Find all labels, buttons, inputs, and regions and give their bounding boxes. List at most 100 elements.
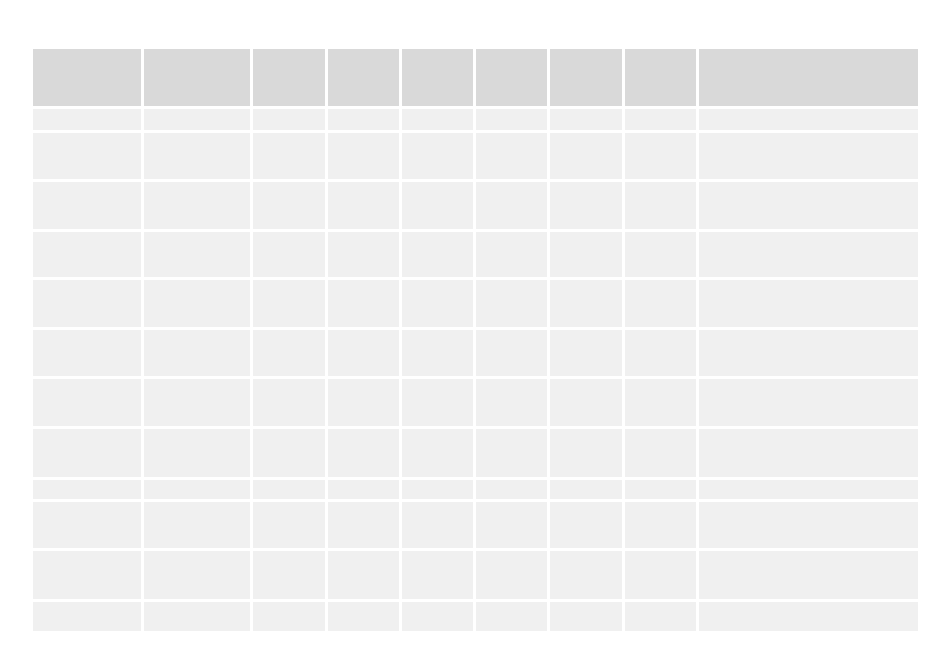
header-cell — [625, 49, 696, 106]
table-header — [33, 49, 918, 106]
header-cell — [476, 49, 547, 106]
table-cell — [33, 109, 141, 130]
table-cell — [699, 280, 918, 327]
table-cell — [328, 232, 399, 277]
table-cell — [550, 480, 622, 499]
table-cell — [402, 379, 473, 426]
table-row — [33, 133, 918, 179]
table-cell — [699, 182, 918, 229]
table-cell — [699, 480, 918, 499]
table-cell — [253, 330, 325, 376]
table-cell — [253, 480, 325, 499]
table-cell — [625, 602, 696, 631]
table-cell — [402, 330, 473, 376]
table-row — [33, 480, 918, 499]
table-cell — [476, 379, 547, 426]
table-row — [33, 502, 918, 548]
table-cell — [33, 502, 141, 548]
table-cell — [550, 232, 622, 277]
table-cell — [550, 330, 622, 376]
table-cell — [476, 280, 547, 327]
table-cell — [699, 330, 918, 376]
table-cell — [476, 551, 547, 599]
table-cell — [699, 551, 918, 599]
table-cell — [253, 109, 325, 130]
table-cell — [402, 109, 473, 130]
table-cell — [625, 182, 696, 229]
table-cell — [550, 280, 622, 327]
table-cell — [33, 551, 141, 599]
header-cell — [550, 49, 622, 106]
table-cell — [476, 109, 547, 130]
table-cell — [328, 379, 399, 426]
table-cell — [625, 232, 696, 277]
table-cell — [550, 133, 622, 179]
table-cell — [328, 551, 399, 599]
table-cell — [625, 280, 696, 327]
table-cell — [328, 182, 399, 229]
table-cell — [33, 330, 141, 376]
table-cell — [328, 502, 399, 548]
table-cell — [699, 109, 918, 130]
table-cell — [699, 133, 918, 179]
table-cell — [33, 182, 141, 229]
table-cell — [328, 330, 399, 376]
table-cell — [144, 280, 250, 327]
header-cell — [699, 49, 918, 106]
table-cell — [625, 379, 696, 426]
table-cell — [144, 602, 250, 631]
table-cell — [253, 502, 325, 548]
table-cell — [699, 232, 918, 277]
table-cell — [402, 480, 473, 499]
table-cell — [328, 109, 399, 130]
table-cell — [144, 109, 250, 130]
table-cell — [253, 280, 325, 327]
header-cell — [328, 49, 399, 106]
table-cell — [144, 429, 250, 477]
table-row — [33, 551, 918, 599]
header-cell — [33, 49, 141, 106]
table-row — [33, 182, 918, 229]
header-cell — [144, 49, 250, 106]
table-cell — [402, 232, 473, 277]
table-cell — [625, 133, 696, 179]
empty-data-table — [30, 46, 921, 634]
header-row — [33, 49, 918, 106]
table-row — [33, 429, 918, 477]
table-cell — [328, 429, 399, 477]
table-cell — [33, 133, 141, 179]
table-cell — [550, 602, 622, 631]
table-cell — [625, 480, 696, 499]
table-cell — [550, 551, 622, 599]
table-cell — [33, 602, 141, 631]
table-cell — [253, 551, 325, 599]
table-cell — [144, 232, 250, 277]
table-row — [33, 379, 918, 426]
table-row — [33, 109, 918, 130]
table-cell — [476, 330, 547, 376]
table-cell — [476, 429, 547, 477]
table-cell — [402, 551, 473, 599]
header-cell — [253, 49, 325, 106]
table-cell — [550, 502, 622, 548]
table-cell — [476, 232, 547, 277]
table-cell — [699, 502, 918, 548]
table-cell — [144, 330, 250, 376]
table-cell — [550, 182, 622, 229]
table-cell — [550, 429, 622, 477]
table-cell — [328, 280, 399, 327]
table-cell — [144, 551, 250, 599]
table-cell — [328, 133, 399, 179]
table-cell — [402, 502, 473, 548]
table-row — [33, 602, 918, 631]
table-cell — [144, 133, 250, 179]
table-cell — [625, 330, 696, 376]
table-cell — [253, 232, 325, 277]
table-cell — [144, 182, 250, 229]
table-cell — [476, 182, 547, 229]
table-cell — [144, 502, 250, 548]
table-cell — [476, 133, 547, 179]
table-cell — [253, 379, 325, 426]
table-cell — [476, 502, 547, 548]
table-cell — [253, 429, 325, 477]
